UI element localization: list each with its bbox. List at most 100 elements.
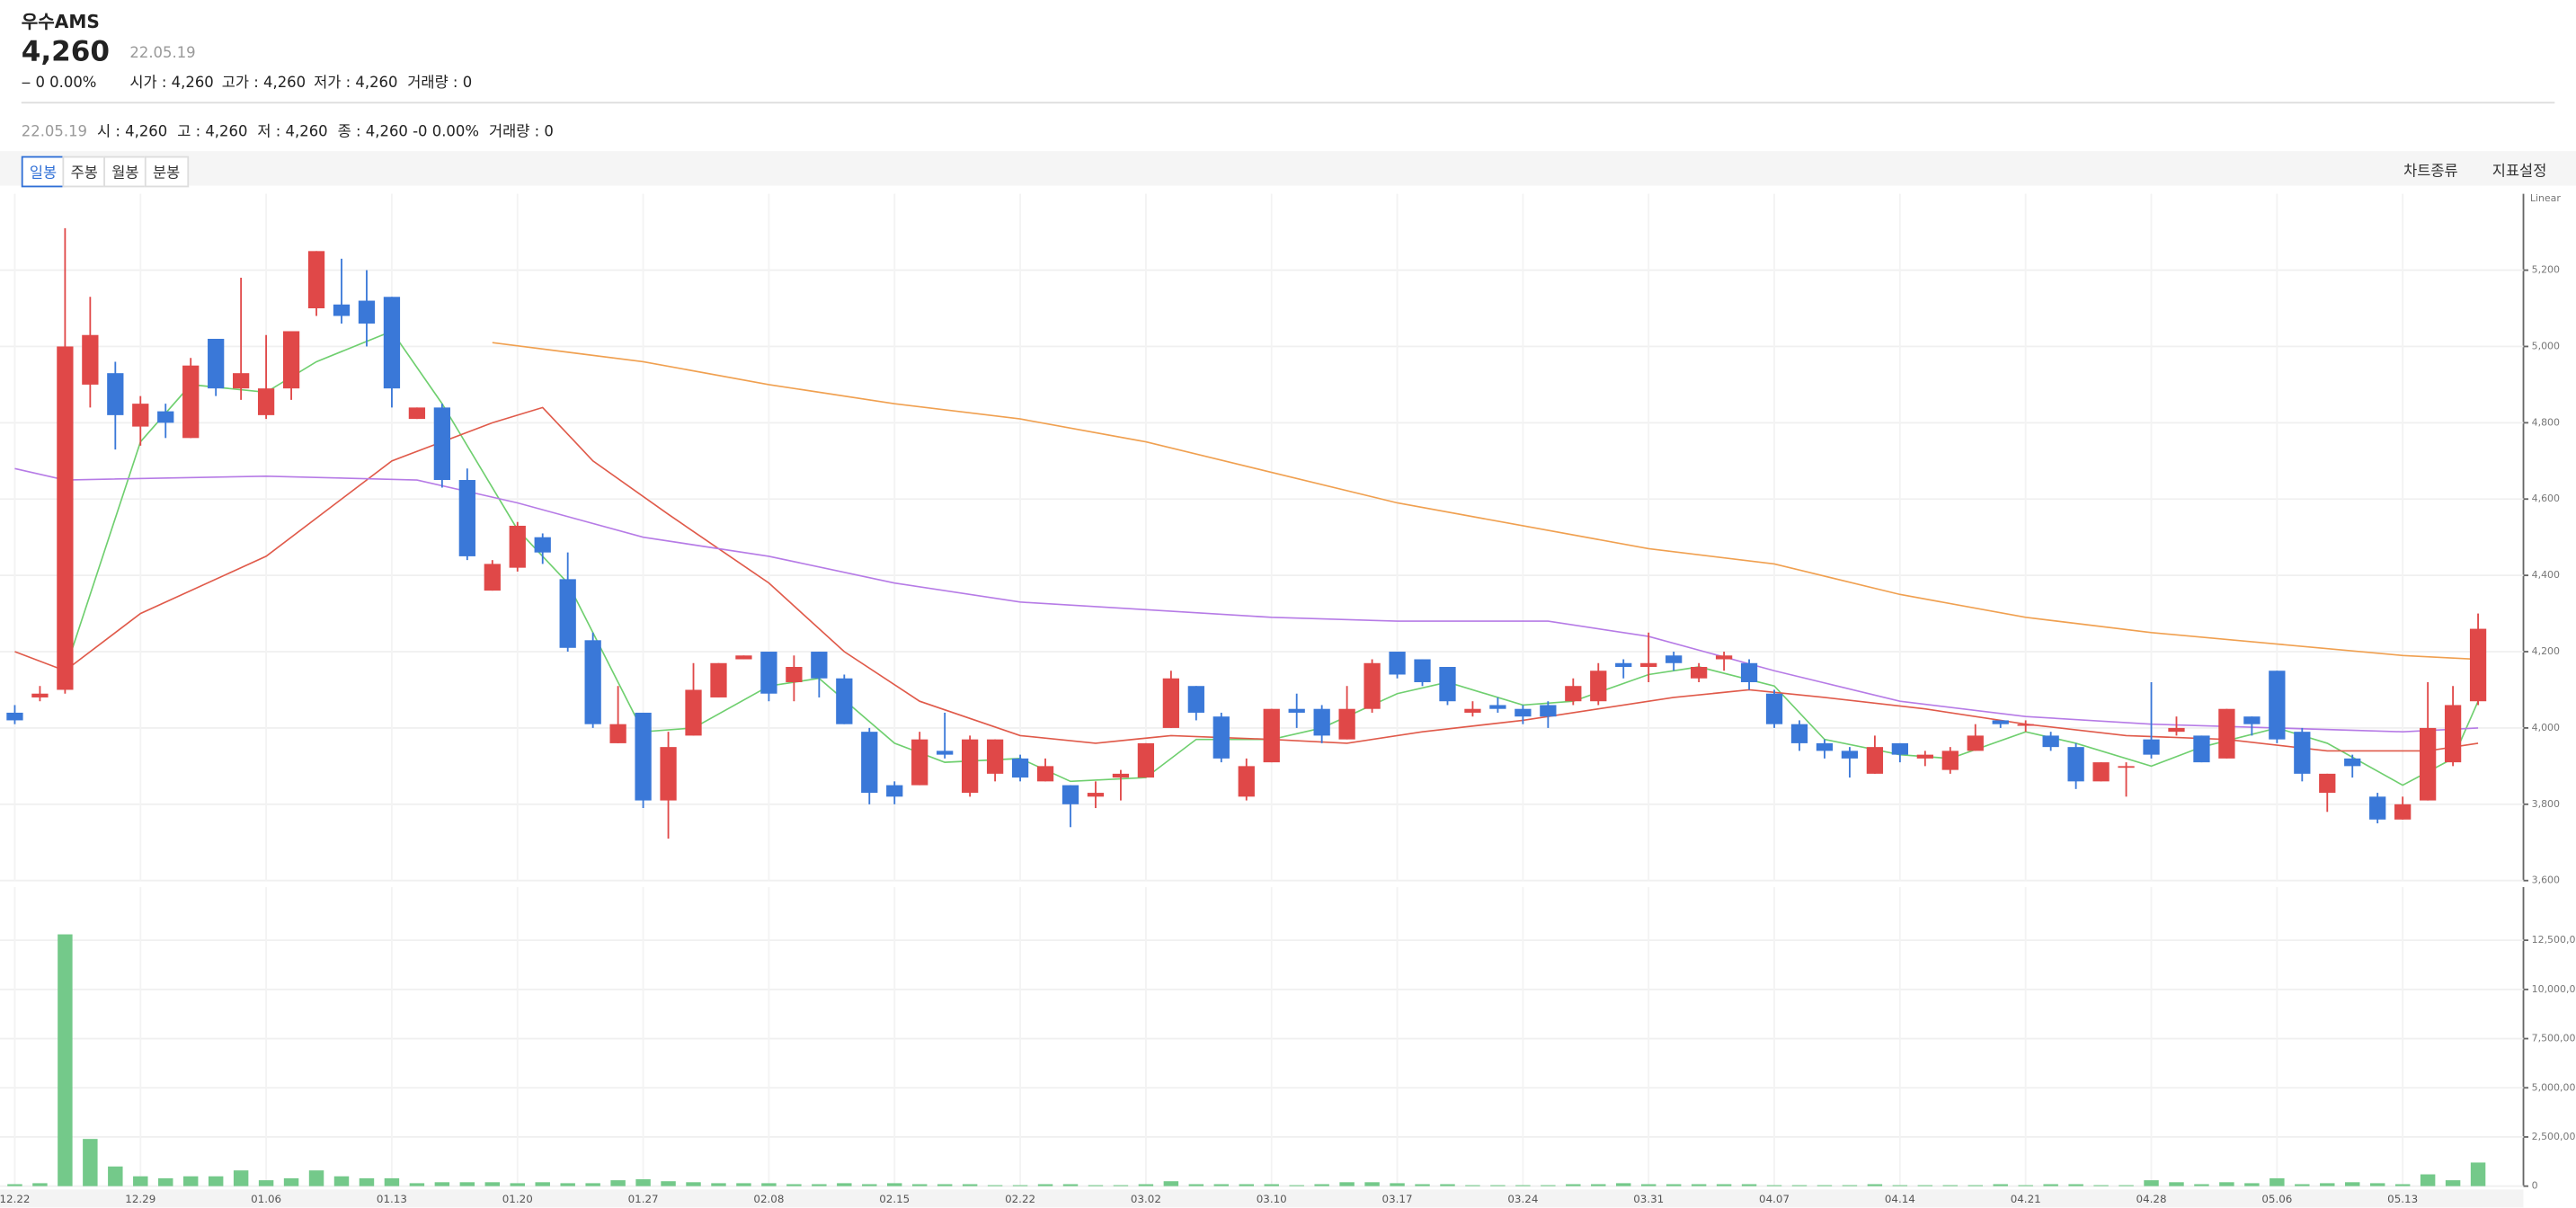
candle-body: [2344, 758, 2361, 767]
candle-body: [1288, 708, 1305, 713]
volume-bar: [2320, 1183, 2335, 1186]
volume-bar: [1616, 1183, 1631, 1186]
candle-body: [559, 579, 576, 648]
candle-body: [2218, 708, 2235, 759]
candle-body: [937, 751, 954, 755]
volume-bar: [1138, 1184, 1154, 1186]
candle-body: [1515, 708, 1532, 717]
volume-bar: [585, 1183, 600, 1186]
candle-body: [2042, 735, 2059, 748]
volume-bar: [2194, 1184, 2209, 1186]
volume-bar: [434, 1182, 450, 1186]
candle-body: [1036, 766, 1054, 782]
price-change: ‒ 0 0.00%: [21, 76, 97, 93]
volume-bar: [58, 934, 73, 1186]
volume-bar: [258, 1180, 274, 1186]
volume-bar: [535, 1182, 550, 1186]
summary-item: 저 : 4,260: [257, 124, 328, 142]
volume-bar: [2345, 1182, 2360, 1186]
candle-body: [2017, 724, 2034, 726]
candle-body: [2118, 766, 2135, 768]
candle-body: [1916, 754, 1933, 759]
summary-item: 종 : 4,260 -0 0.00%: [337, 124, 480, 142]
volume-bar: [7, 1184, 22, 1186]
volume-bar: [686, 1182, 701, 1186]
candle-body: [911, 739, 928, 786]
candle-body: [2419, 727, 2437, 801]
candle-body: [1011, 758, 1029, 778]
summary-item: 시 : 4,260: [96, 124, 168, 142]
volume-bar: [2169, 1182, 2184, 1186]
tab-monthly[interactable]: 월봉: [103, 155, 147, 188]
candle-body: [811, 652, 828, 679]
tab-daily[interactable]: 일봉: [21, 155, 66, 188]
candle-body: [1238, 766, 1255, 797]
x-tick-label: 12.29: [125, 1193, 155, 1205]
candle-body: [157, 411, 174, 423]
x-tick-label: 02.08: [753, 1193, 784, 1205]
volume-bar: [1163, 1181, 1179, 1186]
candle-body: [132, 404, 149, 427]
tab-minute[interactable]: 분봉: [144, 155, 189, 188]
candle-body: [710, 662, 727, 697]
y-tick-label: 12,500,000: [2532, 934, 2576, 946]
candle-body: [1715, 655, 1733, 660]
candle-body: [6, 712, 23, 721]
x-tick-label: 01.13: [377, 1193, 407, 1205]
y-tick-label: 4,600: [2532, 493, 2560, 504]
stat: 시가 : 4,260: [129, 76, 214, 93]
candle-body: [685, 689, 702, 736]
y-tick-label: 4,800: [2532, 416, 2560, 428]
candle-body: [1841, 751, 1859, 759]
volume-bar: [2445, 1180, 2461, 1186]
volume-bar: [484, 1182, 501, 1186]
y-tick-label: 2,500,000: [2532, 1131, 2576, 1142]
candle-body: [1590, 671, 1607, 702]
candle-body: [2369, 796, 2386, 820]
x-tick-label: 03.02: [1131, 1193, 1161, 1205]
candle-body: [1087, 793, 1105, 797]
y-tick-label: 5,000: [2532, 340, 2560, 351]
separator: [21, 102, 2555, 104]
x-tick-label: 03.24: [1507, 1193, 1538, 1205]
candle-body: [433, 407, 451, 481]
chart-type-menu[interactable]: 차트종류: [2403, 164, 2458, 182]
candle-body: [534, 537, 551, 553]
candle-body: [986, 739, 1004, 774]
candle-body: [1565, 686, 1582, 702]
y-tick-label: 10,000,000: [2532, 983, 2576, 995]
volume-bar: [1716, 1184, 1732, 1186]
moving-average: [64, 330, 2479, 786]
candle-body: [760, 652, 777, 694]
candle-body: [233, 373, 250, 389]
indicator-menu[interactable]: 지표설정: [2492, 164, 2547, 182]
volume-bar: [1390, 1183, 1405, 1186]
candle-body: [2294, 732, 2311, 774]
candle-body: [2444, 705, 2462, 763]
tab-weekly[interactable]: 주봉: [62, 155, 107, 188]
x-tick-label: 05.06: [2261, 1193, 2292, 1205]
volume-bar: [133, 1176, 148, 1186]
candle-body: [2092, 762, 2110, 782]
x-tick-label: 04.14: [1885, 1193, 1915, 1205]
stat: 고가 : 4,260: [221, 76, 306, 93]
x-tick-label: 04.21: [2011, 1193, 2041, 1205]
moving-average: [492, 342, 2479, 661]
candle-body: [509, 525, 526, 568]
volume-bar: [384, 1177, 400, 1186]
volume-bar: [2219, 1182, 2234, 1186]
candle-body: [31, 693, 49, 697]
stat: 저가 : 4,260: [314, 76, 398, 93]
volume-bar: [962, 1184, 978, 1186]
volume-bar: [2420, 1174, 2436, 1186]
moving-average: [14, 406, 2479, 752]
candle-body: [2319, 773, 2336, 794]
candle-body: [2243, 716, 2261, 724]
y-tick-label: 3,600: [2532, 875, 2560, 886]
moving-average: [14, 467, 2479, 733]
candle-body: [1941, 751, 1959, 770]
candle-body: [1464, 708, 1481, 713]
